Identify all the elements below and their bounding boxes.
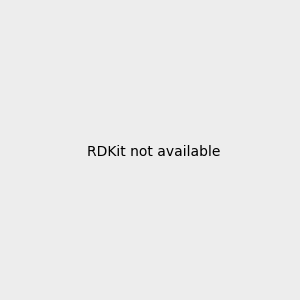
Text: RDKit not available: RDKit not available: [87, 145, 220, 158]
